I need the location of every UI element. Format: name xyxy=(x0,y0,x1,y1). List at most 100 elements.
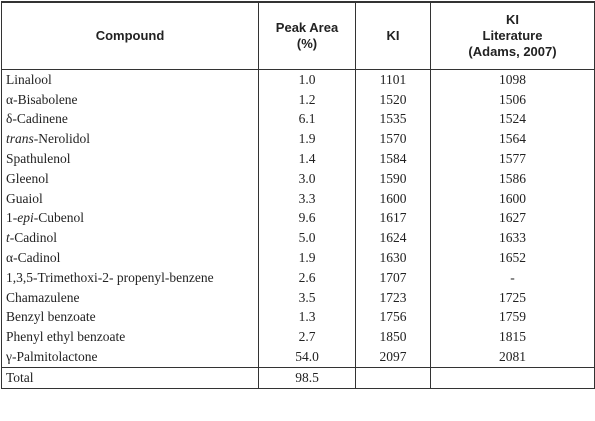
compound-part: δ-Cadinene xyxy=(6,111,68,127)
ki-value: 1520 xyxy=(379,91,407,107)
table-row: α-Bisabolene 1.2 1520 1506 xyxy=(1,89,595,110)
area-cell: 6.1 xyxy=(258,109,356,130)
area-value: 1.9 xyxy=(298,131,316,147)
lit-cell: 1564 xyxy=(430,129,595,150)
lit-cell: 1627 xyxy=(430,208,595,229)
lit-cell: 2081 xyxy=(430,347,595,368)
area-cell: 3.3 xyxy=(258,188,356,209)
ki-value: 1707 xyxy=(379,269,407,285)
ki-cell: 1535 xyxy=(355,109,431,130)
lit-value: 1506 xyxy=(499,91,526,107)
ki-cell: 1617 xyxy=(355,208,431,229)
header-line: Peak Area xyxy=(275,20,339,35)
ki-cell: 1756 xyxy=(355,307,431,328)
table-header: Compound Peak Area (%) KI KI Literature (Adams… xyxy=(1,2,595,70)
ki-value: 1850 xyxy=(379,329,407,345)
lit-value: 1759 xyxy=(499,309,526,325)
compound-part: Guaiol xyxy=(6,190,43,206)
header-line: (%) xyxy=(296,36,318,51)
compound-cell: Spathulenol xyxy=(1,149,259,169)
ki-cell xyxy=(355,367,431,389)
area-value: 2.6 xyxy=(298,269,316,285)
compound-cell: trans-Nerolidol xyxy=(1,129,259,150)
ki-value: 2097 xyxy=(379,349,407,365)
ki-cell: 1624 xyxy=(355,228,431,249)
ki-cell: 2097 xyxy=(355,347,431,368)
lit-cell: 1759 xyxy=(430,307,595,328)
ki-value: 1535 xyxy=(379,111,407,127)
area-value: 1.2 xyxy=(298,91,316,107)
lit-cell: 1815 xyxy=(430,327,595,348)
ki-value: 1590 xyxy=(379,170,407,186)
compound-part: α-Bisabolene xyxy=(6,91,78,107)
table-row: Benzyl benzoate 1.3 1756 1759 xyxy=(1,307,595,328)
area-value: 5.0 xyxy=(298,230,316,246)
ki-cell: 1600 xyxy=(355,188,431,209)
area-value: 3.3 xyxy=(298,190,316,206)
table-row: δ-Cadinene 6.1 1535 1524 xyxy=(1,109,595,130)
ki-value: 1570 xyxy=(379,131,407,147)
ki-cell: 1723 xyxy=(355,287,431,308)
lit-value: - xyxy=(510,269,515,285)
ki-value: 1617 xyxy=(379,210,407,226)
ki-value: 1756 xyxy=(379,309,407,325)
ki-cell: 1630 xyxy=(355,248,431,268)
lit-value: 2081 xyxy=(499,349,526,365)
area-value: 9.6 xyxy=(298,210,316,226)
compound-part: Benzyl benzoate xyxy=(6,309,96,325)
table-row: Total 98.5 xyxy=(1,367,595,389)
compound-part: Linalool xyxy=(6,71,52,87)
lit-value: 1524 xyxy=(499,111,526,127)
compound-cell: α-Cadinol xyxy=(1,248,259,268)
lit-cell: 1725 xyxy=(430,287,595,308)
compound-cell: δ-Cadinene xyxy=(1,109,259,130)
table-row: Guaiol 3.3 1600 1600 xyxy=(1,188,595,209)
compound-cell: Chamazulene xyxy=(1,287,259,308)
area-value: 2.7 xyxy=(298,329,316,345)
lit-value: 1627 xyxy=(499,210,526,226)
compound-part: 1,3,5-Trimethoxi-2- propenyl-benzene xyxy=(6,269,214,285)
lit-value: 1600 xyxy=(499,190,526,206)
column-header: KI Literature (Adams, 2007) xyxy=(430,2,595,70)
lit-value: 1725 xyxy=(499,289,526,305)
lit-cell: 1586 xyxy=(430,168,595,189)
ki-value: 1624 xyxy=(379,230,407,246)
compound-part: Gleenol xyxy=(6,170,49,186)
area-cell: 54.0 xyxy=(258,347,356,368)
header-line: KI xyxy=(506,12,519,27)
area-cell: 3.0 xyxy=(258,168,356,189)
compound-part: Phenyl ethyl benzoate xyxy=(6,329,126,345)
compound-cell: Phenyl ethyl benzoate xyxy=(1,327,259,348)
ki-value: 1584 xyxy=(379,151,407,167)
area-value: 3.5 xyxy=(298,289,316,305)
ki-value: 1600 xyxy=(379,190,407,206)
header-row: Compound Peak Area (%) KI KI Literature (Adams… xyxy=(1,2,595,70)
area-cell: 9.6 xyxy=(258,208,356,229)
lit-value: 1586 xyxy=(499,170,526,186)
lit-value: 1633 xyxy=(499,230,526,246)
data-table: Compound Peak Area (%) KI KI Literature (Adams… xyxy=(1,1,595,389)
area-value: 1.3 xyxy=(298,309,316,325)
area-cell: 1.0 xyxy=(258,69,356,90)
ki-cell: 1707 xyxy=(355,267,431,288)
compound-cell: α-Bisabolene xyxy=(1,89,259,110)
compound-part: epi xyxy=(17,210,34,226)
lit-value: 1098 xyxy=(499,71,526,87)
compound-part: 1- xyxy=(6,210,18,226)
compound-part: -Cadinol xyxy=(9,230,58,246)
lit-cell: 1524 xyxy=(430,109,595,130)
compound-cell: 1,3,5-Trimethoxi-2- propenyl-benzene xyxy=(1,267,259,288)
lit-value: 1564 xyxy=(499,131,526,147)
table-row: 1-epi-Cubenol 9.6 1617 1627 xyxy=(1,208,595,229)
compound-cell: γ-Palmitolactone xyxy=(1,347,259,368)
area-cell: 3.5 xyxy=(258,287,356,308)
lit-cell: 1600 xyxy=(430,188,595,209)
lit-cell: 1506 xyxy=(430,89,595,110)
column-header: KI xyxy=(355,2,431,70)
ki-cell: 1584 xyxy=(355,149,431,169)
lit-cell xyxy=(430,367,595,389)
table-row: γ-Palmitolactone 54.0 2097 2081 xyxy=(1,347,595,368)
lit-value: 1577 xyxy=(499,151,526,167)
table-row: Spathulenol 1.4 1584 1577 xyxy=(1,149,595,169)
